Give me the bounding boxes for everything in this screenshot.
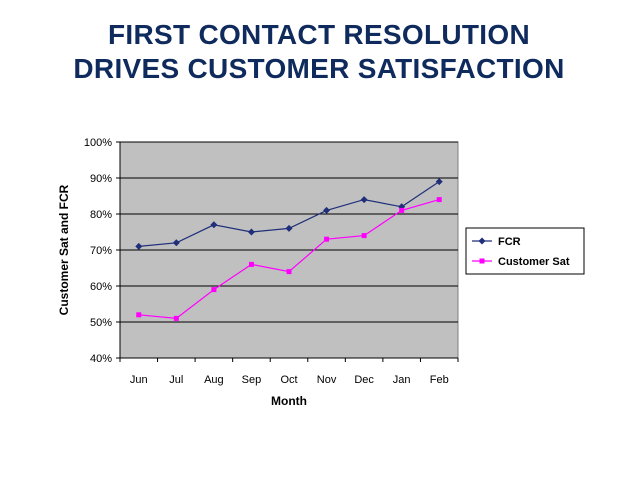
- legend-marker: [479, 258, 485, 264]
- data-point: [210, 221, 218, 229]
- page-title-line-2: DRIVES CUSTOMER SATISFACTION: [73, 53, 565, 84]
- x-tick-label: Jun: [130, 374, 148, 386]
- data-point: [173, 315, 179, 321]
- x-axis-title: Month: [271, 394, 307, 408]
- data-point: [248, 261, 254, 267]
- x-tick-label: Oct: [280, 374, 297, 386]
- page-title: FIRST CONTACT RESOLUTION DRIVES CUSTOMER…: [0, 18, 638, 86]
- x-tick-label: Dec: [354, 374, 374, 386]
- data-point: [324, 236, 330, 242]
- data-point: [436, 197, 442, 203]
- x-tick-label: Nov: [317, 374, 337, 386]
- data-point: [247, 228, 255, 236]
- data-point: [286, 269, 292, 275]
- data-point: [136, 312, 142, 318]
- x-tick-label: Aug: [204, 374, 224, 386]
- data-point: [399, 207, 405, 213]
- x-tick-label: Feb: [430, 374, 449, 386]
- data-point: [135, 242, 143, 250]
- legend-label: Customer Sat: [498, 256, 570, 268]
- data-point: [360, 196, 368, 204]
- y-tick-label: 40%: [90, 353, 112, 365]
- y-tick-label: 100%: [84, 137, 112, 149]
- y-tick-label: 50%: [90, 317, 112, 329]
- legend-box: [465, 227, 585, 275]
- data-point: [285, 224, 293, 232]
- y-tick-label: 90%: [90, 173, 112, 185]
- data-point: [172, 239, 180, 247]
- y-tick-label: 70%: [90, 245, 112, 257]
- data-point: [211, 287, 217, 293]
- legend-label: FCR: [498, 236, 521, 248]
- x-tick-label: Sep: [242, 374, 262, 386]
- legend-marker: [478, 237, 486, 245]
- y-tick-label: 60%: [90, 281, 112, 293]
- data-point: [361, 233, 367, 239]
- y-axis-title: Customer Sat and FCR: [57, 184, 71, 315]
- y-tick-label: 80%: [90, 209, 112, 221]
- x-tick-label: Jul: [169, 374, 183, 386]
- data-point: [323, 206, 331, 214]
- x-tick-label: Jan: [393, 374, 411, 386]
- page-title-line-1: FIRST CONTACT RESOLUTION: [108, 19, 530, 50]
- data-point: [435, 178, 443, 186]
